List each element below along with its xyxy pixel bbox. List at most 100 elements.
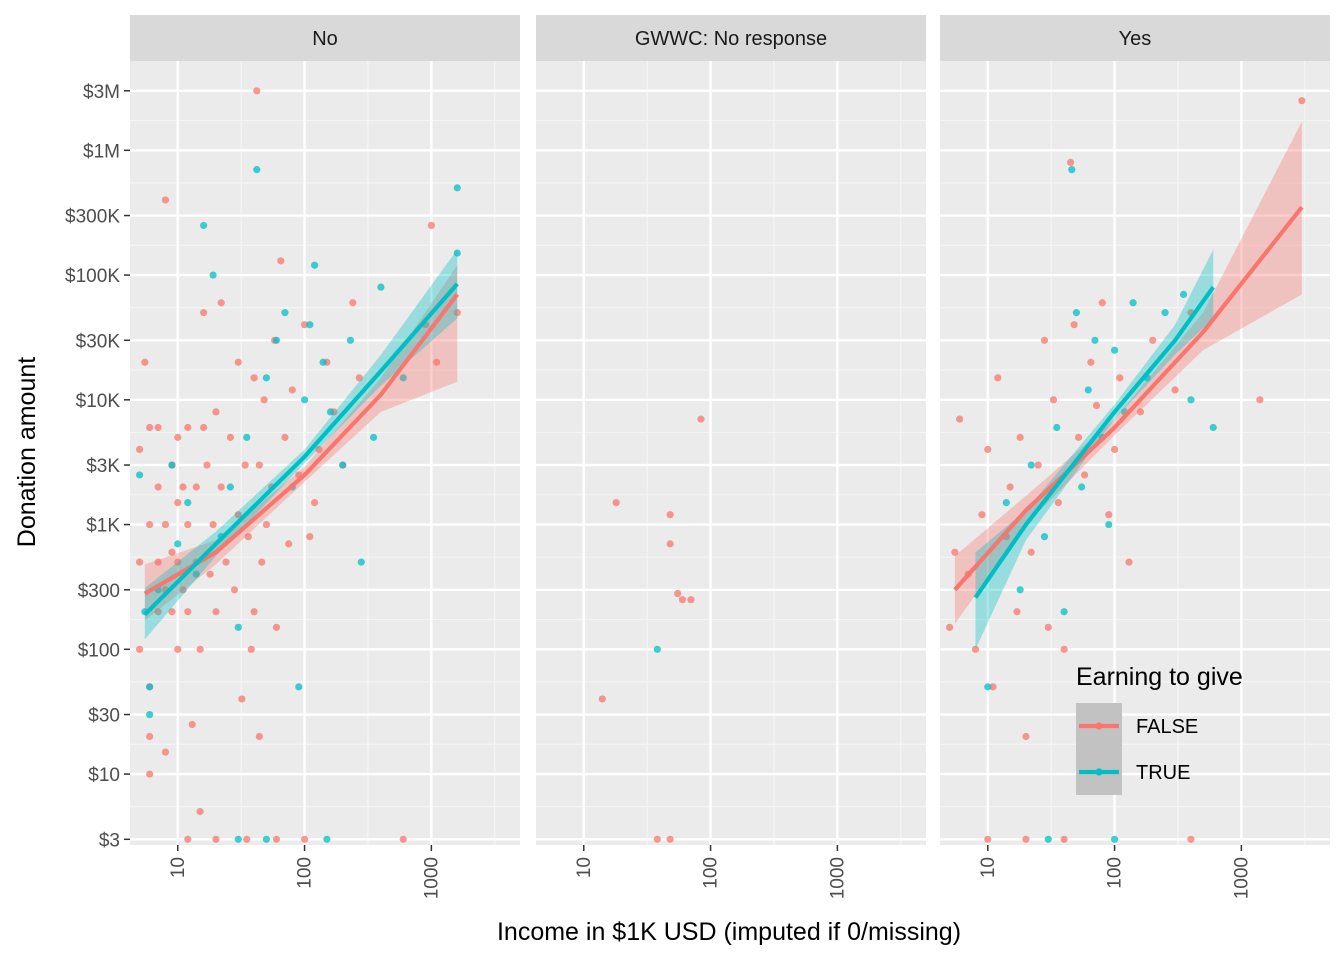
x-tick-label: 100: [701, 857, 722, 889]
data-point-false: [168, 548, 176, 556]
x-tick-label: 1000: [421, 857, 442, 899]
data-point-false: [951, 548, 959, 556]
data-point-true: [262, 835, 271, 843]
data-point-true: [209, 271, 217, 279]
x-tick-label: 10: [978, 857, 999, 878]
data-point-true: [184, 498, 192, 507]
data-point-true: [146, 683, 154, 691]
data-point-false: [154, 483, 162, 491]
data-point-true: [234, 835, 242, 843]
data-point-false: [971, 645, 980, 653]
data-point-true: [1105, 520, 1113, 529]
data-point-true: [300, 396, 309, 404]
data-point-true: [306, 321, 314, 329]
data-point-false: [1080, 471, 1089, 479]
data-point-false: [1054, 498, 1062, 507]
data-point-false: [200, 423, 208, 432]
data-point-true: [1110, 835, 1119, 843]
data-point-false: [136, 558, 144, 566]
data-point-false: [146, 770, 154, 778]
data-point-false: [226, 433, 234, 441]
data-point-false: [1092, 401, 1101, 410]
data-point-false: [946, 623, 954, 631]
data-point-true: [262, 374, 271, 382]
x-tick-label: 10: [168, 857, 189, 878]
data-point-false: [146, 520, 154, 529]
data-point-true: [339, 461, 347, 469]
data-point-false: [277, 257, 285, 265]
data-point-true: [281, 309, 289, 317]
y-tick-label: $100K: [65, 266, 120, 287]
data-point-false: [1125, 558, 1133, 566]
data-point-false: [141, 358, 149, 366]
data-point-false: [1060, 835, 1068, 843]
data-point-false: [161, 520, 170, 529]
data-point-true: [1084, 386, 1092, 394]
data-point-true: [1002, 498, 1010, 507]
fit-line-true: [973, 285, 1215, 599]
y-axis-title: Donation amount: [13, 357, 41, 547]
data-point-false: [188, 720, 196, 729]
data-point-false: [1013, 608, 1021, 616]
data-point-false: [453, 309, 461, 317]
data-point-true: [377, 283, 385, 291]
panel-0: No 10 100 1000: [130, 15, 520, 899]
data-point-false: [196, 645, 204, 653]
data-point-false: [1044, 623, 1052, 631]
data-point-false: [989, 683, 997, 691]
data-point-false: [281, 433, 289, 441]
data-point-false: [285, 540, 293, 548]
fit-line-false: [953, 205, 1304, 592]
x-tick-label: 1000: [1231, 857, 1252, 899]
data-point-true: [243, 433, 251, 441]
data-point-true: [192, 570, 200, 578]
data-point-false: [250, 608, 258, 616]
data-point-false: [146, 732, 154, 741]
legend: Earning to give FALSE TRUE: [1076, 663, 1243, 795]
data-point-false: [1070, 321, 1078, 329]
data-point-false: [1027, 548, 1035, 556]
data-point-true: [311, 261, 319, 269]
y-tick-label: $1M: [83, 141, 120, 162]
data-point-false: [174, 433, 182, 441]
y-tick-label: $30K: [76, 331, 121, 352]
data-point-false: [196, 808, 204, 816]
data-point-false: [154, 558, 162, 566]
data-point-false: [255, 461, 263, 469]
facet-strip: [940, 15, 1330, 61]
data-point-false: [241, 461, 249, 469]
data-point-false: [184, 608, 192, 616]
data-point-true: [453, 249, 461, 257]
facet-strip-label: No: [312, 28, 338, 50]
data-point-false: [306, 533, 314, 541]
data-point-true: [984, 683, 992, 691]
data-point-true: [234, 623, 242, 631]
data-point-true: [253, 166, 261, 174]
fit-line-true: [143, 282, 459, 617]
data-point-false: [222, 558, 230, 566]
data-point-true: [319, 358, 327, 366]
data-point-false: [984, 445, 992, 454]
data-point-false: [666, 835, 674, 843]
data-point-false: [212, 408, 220, 416]
y-tick-label: $3: [99, 830, 120, 851]
data-point-false: [243, 835, 251, 843]
data-point-false: [300, 321, 309, 329]
data-point-true: [1068, 166, 1076, 174]
data-point-false: [315, 445, 323, 454]
data-point-false: [1256, 396, 1264, 404]
data-point-false: [255, 732, 263, 741]
data-point-false: [1136, 408, 1145, 416]
data-point-false: [168, 608, 176, 616]
data-point-false: [399, 835, 407, 843]
data-point-true: [1072, 309, 1081, 317]
y-tick-label: $10K: [76, 391, 121, 412]
data-point-false: [1016, 433, 1024, 441]
data-point-true: [146, 710, 154, 719]
data-point-false: [1022, 835, 1030, 843]
data-point-false: [184, 835, 192, 843]
data-point-true: [200, 221, 208, 230]
data-point-true: [1053, 423, 1061, 432]
confidence-band-true: [144, 249, 458, 640]
